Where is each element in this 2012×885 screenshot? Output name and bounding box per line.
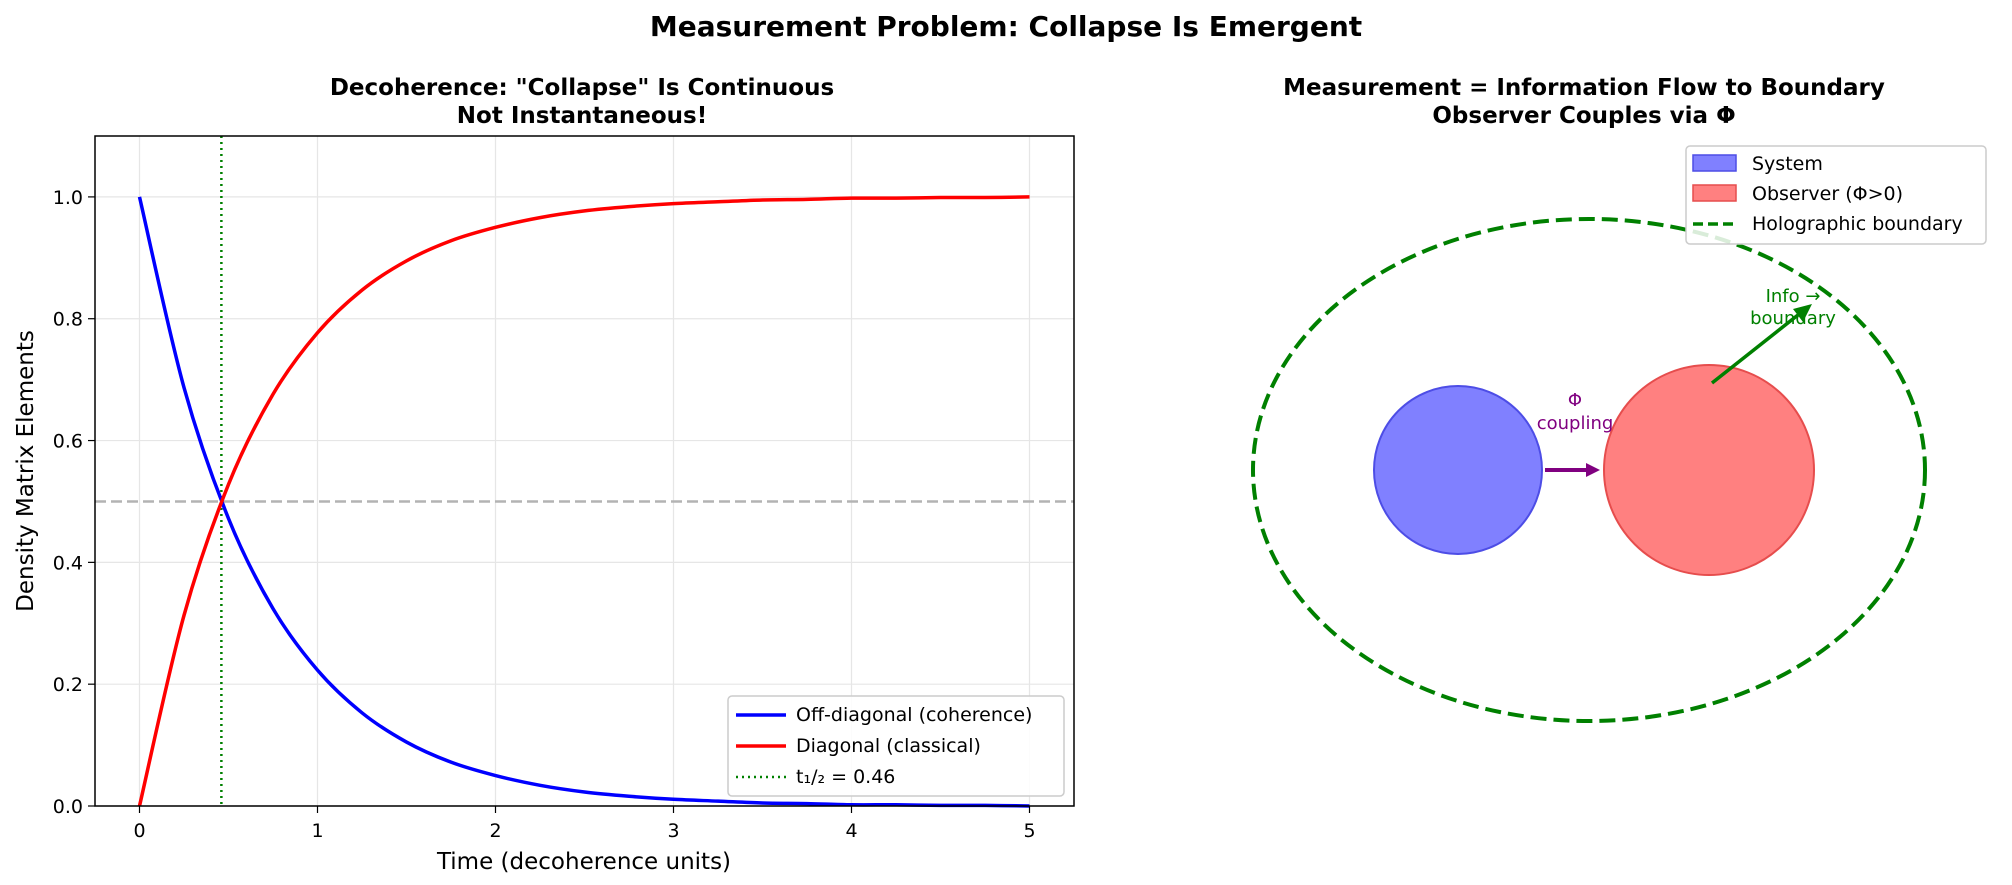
classical-curve [137, 195, 1030, 807]
y-tick-label: 0.2 [53, 674, 83, 696]
y-tick-label: 0.4 [53, 552, 83, 574]
legend-label-boundary: Holographic boundary [1752, 213, 1963, 235]
classical-curve-point [851, 198, 852, 199]
measurement-diagram: Measurement = Information Flow to Bounda… [1251, 75, 1987, 723]
coupling-label-text: coupling [1537, 413, 1614, 434]
reference-lines [95, 136, 1074, 806]
right-chart-title-line1: Measurement = Information Flow to Bounda… [1283, 75, 1885, 101]
legend-frame [1685, 145, 1987, 245]
left-chart-title-line1: Decoherence: "Collapse" Is Continuous [330, 75, 834, 101]
y-tick-label: 0.6 [53, 431, 83, 453]
observer-circle [1603, 364, 1815, 576]
legend-swatch-system [1692, 154, 1737, 172]
y-tick-label: 0.8 [53, 309, 83, 331]
coherence-curve-point [762, 802, 763, 803]
coherence-curve-point [629, 796, 630, 797]
classical-curve-point [762, 199, 763, 200]
legend-label-observer: Observer (Φ>0) [1752, 183, 1903, 205]
classical-curve-point [673, 203, 674, 204]
series-lines [137, 195, 1030, 808]
classical-curve-point [495, 227, 496, 228]
coherence-curve-point [139, 196, 140, 197]
x-tick-label: 0 [133, 820, 145, 842]
left-chart-title-line2: Not Instantaneous! [457, 103, 707, 129]
classical-curve-point [896, 198, 897, 199]
legend-label-coherence: Off-diagonal (coherence) [796, 704, 1032, 726]
classical-curve-point [540, 217, 541, 218]
coherence-curve-point [673, 799, 674, 800]
coherence-curve-point [584, 791, 585, 792]
coherence-curve-point [362, 712, 363, 713]
info-label-line2: boundary [1750, 308, 1836, 329]
x-axis-label: Time (decoherence units) [436, 849, 731, 875]
x-tick-label: 2 [489, 820, 501, 842]
coherence-curve-point [184, 387, 185, 388]
plot-frame [94, 135, 1075, 807]
classical-curve-point [940, 197, 941, 198]
coherence-curve-point [718, 801, 719, 802]
legend-label-half-time: t₁/₂ = 0.46 [796, 766, 895, 788]
x-tick-label: 4 [845, 820, 857, 842]
coherence-curve-point [495, 775, 496, 776]
classical-curve-point [317, 332, 318, 333]
coherence-curve-point [896, 804, 897, 805]
classical-curve-point [406, 260, 407, 261]
legend-label-classical: Diagonal (classical) [796, 735, 981, 757]
x-tick-label: 1 [311, 820, 323, 842]
legend-swatch-observer [1692, 184, 1737, 202]
info-label-line1: Info → [1766, 286, 1821, 307]
coherence-curve [137, 196, 1030, 808]
coupling-label-symbol: Φ [1568, 390, 1582, 411]
classical-curve-point [184, 615, 185, 616]
coherence-curve-point [317, 670, 318, 671]
holographic-boundary [1251, 217, 1927, 723]
right-legend: System Observer (Φ>0) Holographic bounda… [1685, 145, 1987, 245]
info-flow-arrow [1710, 309, 1805, 385]
info-flow-arrowhead [1793, 304, 1812, 322]
classical-curve-point [1029, 196, 1030, 197]
classical-curve-point [807, 199, 808, 200]
y-axis-label: Density Matrix Elements [13, 330, 39, 612]
classical-curve-point [228, 484, 229, 485]
y-tick-label: 0.0 [53, 796, 83, 818]
figure-suptitle: Measurement Problem: Collapse Is Emergen… [650, 10, 1362, 43]
coherence-curve-point [273, 608, 274, 609]
classical-curve-point [718, 201, 719, 202]
y-tick-label: 1.0 [53, 187, 83, 209]
legend-label-system: System [1752, 153, 1823, 175]
x-tick-label: 3 [667, 820, 679, 842]
classical-curve-point [584, 210, 585, 211]
x-tick-label: 5 [1023, 820, 1035, 842]
coherence-curve-point [807, 803, 808, 804]
decoherence-chart: Decoherence: "Collapse" Is Continuous No… [13, 75, 1075, 875]
classical-curve-point [985, 197, 986, 198]
axis-ticks: 0 1 2 3 4 5 0.0 0.2 0.4 0.6 0.8 1.0 [53, 187, 1036, 842]
coherence-curve-point [406, 742, 407, 743]
coherence-curve-point [540, 785, 541, 786]
coherence-curve-point [451, 762, 452, 763]
classical-curve-point [362, 290, 363, 291]
coherence-curve-point [851, 804, 852, 805]
classical-curve-point [451, 240, 452, 241]
coherence-curve-point [228, 518, 229, 519]
legend-frame [727, 695, 1065, 797]
coupling-arrowhead [1586, 463, 1600, 477]
classical-curve-point [273, 394, 274, 395]
classical-curve-point [629, 206, 630, 207]
left-legend: Off-diagonal (coherence) Diagonal (class… [727, 695, 1065, 797]
right-chart-title-line2: Observer Couples via Φ [1432, 103, 1735, 129]
system-circle [1373, 385, 1543, 555]
